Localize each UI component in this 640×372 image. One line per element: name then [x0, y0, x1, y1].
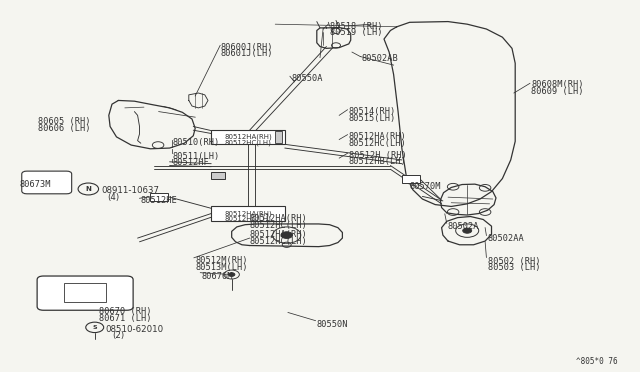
- Text: 80512HC(LH): 80512HC(LH): [250, 237, 307, 246]
- Text: 08911-10637: 08911-10637: [101, 186, 159, 195]
- Text: 80601J(LH): 80601J(LH): [221, 49, 273, 58]
- Text: (2): (2): [112, 331, 124, 340]
- Text: S: S: [92, 325, 97, 330]
- Text: 80512HE: 80512HE: [141, 196, 177, 205]
- Text: 80502A: 80502A: [448, 222, 479, 231]
- Text: 80512HC(LH): 80512HC(LH): [349, 139, 406, 148]
- FancyBboxPatch shape: [37, 276, 133, 310]
- Circle shape: [463, 228, 472, 233]
- Bar: [211, 172, 225, 179]
- Text: 80512M(RH): 80512M(RH): [195, 256, 248, 265]
- Text: 80512HA(RH): 80512HA(RH): [250, 214, 307, 223]
- Text: 80605 (RH): 80605 (RH): [38, 117, 91, 126]
- Text: 80608M(RH): 80608M(RH): [531, 80, 584, 89]
- Text: ^805*0 76: ^805*0 76: [576, 357, 618, 366]
- Text: 80512HA(RH): 80512HA(RH): [349, 132, 406, 141]
- Text: 80570M: 80570M: [410, 182, 441, 190]
- Text: 80670 (RH): 80670 (RH): [99, 307, 152, 316]
- Text: 80512HC(LH): 80512HC(LH): [250, 221, 307, 230]
- Text: (4): (4): [108, 193, 120, 202]
- Text: 80512HF: 80512HF: [173, 158, 209, 167]
- Text: 80512H (RH): 80512H (RH): [349, 151, 406, 160]
- Text: 80550N: 80550N: [317, 320, 348, 329]
- Text: 80511(LH): 80511(LH): [173, 152, 220, 161]
- Bar: [64, 283, 106, 302]
- Text: 80512HC(LH): 80512HC(LH): [225, 215, 272, 222]
- Circle shape: [228, 273, 235, 276]
- Text: 80502AA: 80502AA: [488, 234, 524, 243]
- Text: 80512HA(RH): 80512HA(RH): [250, 230, 307, 239]
- Text: 80512HA(RH): 80512HA(RH): [225, 210, 272, 217]
- FancyBboxPatch shape: [22, 171, 72, 194]
- Text: 80502AB: 80502AB: [362, 54, 398, 63]
- Bar: [150, 193, 168, 201]
- Text: 08510-62010: 08510-62010: [106, 325, 164, 334]
- Bar: [402, 175, 420, 183]
- Text: 80600J(RH): 80600J(RH): [221, 43, 273, 52]
- Text: 80676M: 80676M: [202, 272, 233, 280]
- Text: 80512HA(RH): 80512HA(RH): [225, 134, 272, 140]
- Text: 80673M: 80673M: [19, 180, 51, 189]
- Text: 80514(RH): 80514(RH): [349, 107, 396, 116]
- Text: 80518 (RH): 80518 (RH): [330, 22, 382, 31]
- Text: N: N: [85, 186, 92, 192]
- Text: 80512HB(LH): 80512HB(LH): [349, 157, 406, 166]
- Text: 80609 (LH): 80609 (LH): [531, 87, 584, 96]
- Circle shape: [281, 232, 292, 238]
- Bar: [211, 206, 285, 221]
- Text: 80515(LH): 80515(LH): [349, 114, 396, 123]
- Text: 80550A: 80550A: [291, 74, 323, 83]
- Bar: [211, 130, 285, 144]
- Bar: [275, 131, 282, 143]
- Text: 80519 (LH): 80519 (LH): [330, 28, 382, 37]
- Text: 80671 (LH): 80671 (LH): [99, 314, 152, 323]
- Text: 80513M(LH): 80513M(LH): [195, 263, 248, 272]
- Text: 80512HC(LH): 80512HC(LH): [225, 139, 272, 145]
- Text: 80510(RH): 80510(RH): [173, 138, 220, 147]
- Text: 80606 (LH): 80606 (LH): [38, 124, 91, 133]
- Text: 80502 (RH): 80502 (RH): [488, 257, 540, 266]
- Text: 80503 (LH): 80503 (LH): [488, 263, 540, 272]
